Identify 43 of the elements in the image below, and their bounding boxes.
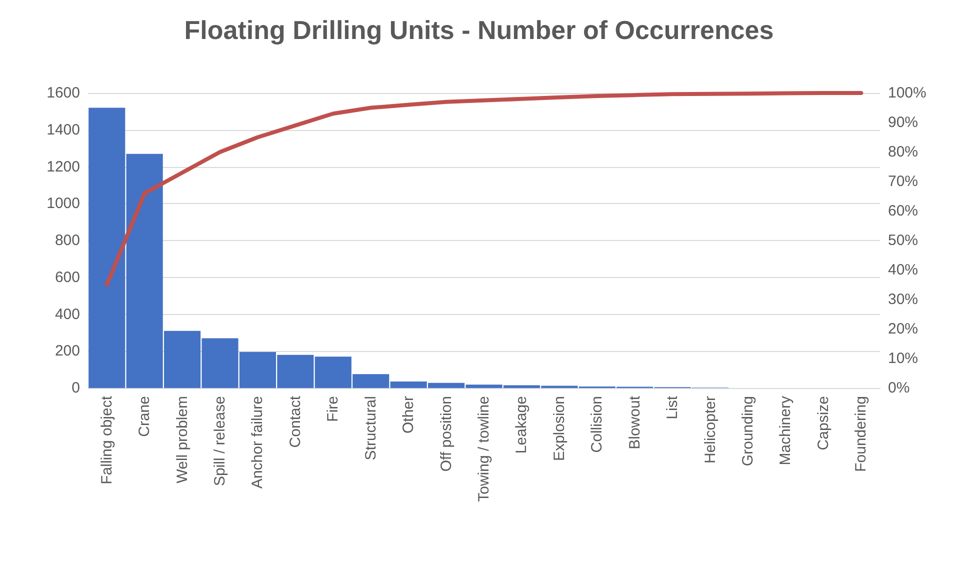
y-tick-label: 1000 xyxy=(46,195,80,212)
y-tick-label: 1600 xyxy=(46,84,80,102)
y-tick-label: 600 xyxy=(54,268,80,286)
x-tick-label: Leakage xyxy=(513,396,530,454)
x-tick-label: Contact xyxy=(286,395,304,448)
y2-tick-label: 50% xyxy=(888,232,918,249)
y2-tick-label: 30% xyxy=(888,291,918,308)
x-tick-label: Collision xyxy=(588,396,606,453)
x-tick-label: Other xyxy=(400,396,418,434)
y2-tick-label: 90% xyxy=(888,114,918,131)
y2-tick-label: 70% xyxy=(888,173,918,190)
x-tick-label: Capsize xyxy=(814,396,832,450)
x-tick-label: Structural xyxy=(362,396,380,460)
line-series xyxy=(104,91,864,287)
x-tick-label: Falling object xyxy=(98,395,116,484)
x-tick-label: Off position xyxy=(438,396,455,472)
y2-tick-label: 80% xyxy=(888,144,918,160)
x-tick-label: Blowout xyxy=(626,395,644,450)
x-tick-label: Anchor failure xyxy=(249,396,266,489)
y2-tick-label: 60% xyxy=(888,202,918,220)
x-tick-label: Helicopter xyxy=(702,396,719,464)
x-tick-label: Grounding xyxy=(740,396,756,466)
chart-title: Floating Drilling Units - Number of Occurrences xyxy=(184,15,774,45)
y2-tick-label: 0% xyxy=(888,380,910,396)
y-tick-label: 1400 xyxy=(46,121,80,138)
x-tick-label: Fire xyxy=(324,396,342,422)
y-tick-label: 0 xyxy=(72,380,80,396)
x-tick-label: Foundering xyxy=(852,396,870,472)
x-tick-label: Spill / release xyxy=(212,396,228,486)
y-tick-label: 200 xyxy=(54,342,80,360)
y-tick-label: 400 xyxy=(54,306,80,323)
y-tick-label: 1200 xyxy=(46,158,80,176)
x-tick-label: Explosion xyxy=(550,396,568,462)
x-tick-label: Towing / towline xyxy=(476,396,492,502)
x-tick-label: List xyxy=(664,395,682,420)
y2-tick-label: 20% xyxy=(888,320,918,338)
y2-tick-label: 40% xyxy=(888,262,918,278)
y2-tick-label: 10% xyxy=(888,350,918,367)
x-tick-label: Well problem xyxy=(174,396,191,484)
y-tick-label: 800 xyxy=(54,232,80,249)
x-tick-label: Crane xyxy=(136,396,154,437)
y2-tick-label: 100% xyxy=(888,84,926,102)
x-tick-label: Machinery xyxy=(777,396,794,466)
